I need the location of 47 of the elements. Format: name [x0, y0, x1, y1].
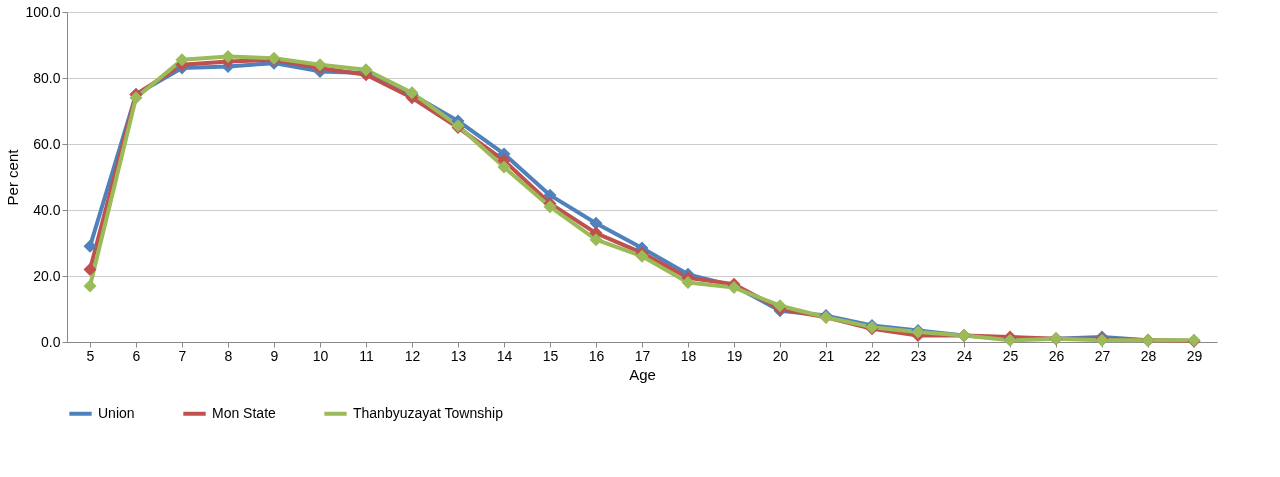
x-tick-label: 9 [270, 347, 279, 364]
x-tick-label: 19 [726, 347, 743, 364]
y-tick-label: 100.0 [25, 3, 61, 20]
point [681, 276, 695, 290]
point [83, 239, 97, 253]
x-tick-label: 22 [864, 347, 881, 364]
y-tick-label: 60.0 [33, 135, 61, 152]
x-tick-label: 27 [1094, 347, 1111, 364]
point [543, 200, 557, 214]
x-tick-label: 16 [588, 347, 605, 364]
x-tick-label: 8 [224, 347, 233, 364]
legend-label: Thanbyuzayat Township [353, 404, 504, 421]
point [83, 262, 97, 276]
x-axis-title: Age [629, 365, 656, 383]
x-tick-label: 13 [450, 347, 467, 364]
legend-label: Mon State [212, 404, 277, 421]
x-tick-label: 12 [404, 347, 421, 364]
x-tick-label: 25 [1002, 347, 1019, 364]
x-tick-label: 26 [1048, 347, 1065, 364]
point [589, 216, 603, 230]
x-tick-label: 24 [956, 347, 973, 364]
x-tick-label: 18 [680, 347, 697, 364]
point [221, 50, 235, 64]
x-tick-label: 5 [86, 347, 95, 364]
point [175, 53, 189, 67]
x-tick-label: 23 [910, 347, 927, 364]
x-tick-label: 21 [818, 347, 835, 364]
y-axis-title: Per cent [4, 148, 22, 206]
x-tick-label: 14 [496, 347, 513, 364]
y-tick-label: 40.0 [33, 201, 61, 218]
y-tick-label: 20.0 [33, 267, 61, 284]
x-tick-label: 7 [178, 347, 187, 364]
point [589, 233, 603, 247]
x-tick-label: 15 [542, 347, 559, 364]
x-tick-label: 11 [359, 347, 374, 364]
x-tick-label: 29 [1186, 347, 1203, 364]
point [497, 160, 511, 174]
x-tick-label: 28 [1140, 347, 1157, 364]
x-tick-label: 10 [312, 347, 329, 364]
x-tick-label: 17 [634, 347, 651, 364]
y-tick-label: 80.0 [33, 69, 61, 86]
y-tick-label: 0.0 [41, 333, 61, 350]
point [83, 279, 97, 293]
point [129, 91, 143, 105]
x-tick-label: 6 [132, 347, 141, 364]
legend-label: Union [98, 404, 135, 421]
x-tick-label: 20 [772, 347, 789, 364]
